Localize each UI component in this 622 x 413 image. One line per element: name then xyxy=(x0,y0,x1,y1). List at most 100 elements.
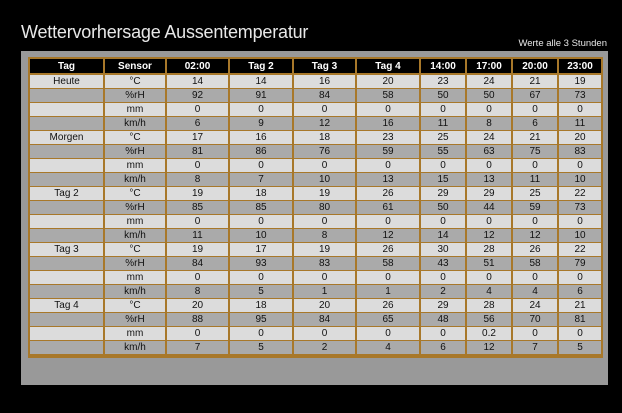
value-cell: 5 xyxy=(557,340,603,356)
value-cell: 0 xyxy=(228,270,294,285)
value-cell: 26 xyxy=(355,242,421,257)
value-cell: 0 xyxy=(165,326,230,341)
value-cell: 20 xyxy=(165,298,230,313)
value-cell: 88 xyxy=(165,312,230,327)
sensor-cell: %rH xyxy=(103,312,167,327)
value-cell: 21 xyxy=(511,73,559,89)
day-cell xyxy=(28,284,105,299)
value-cell: 0 xyxy=(465,158,513,173)
value-cell: 56 xyxy=(465,312,513,327)
value-cell: 0 xyxy=(292,158,357,173)
value-cell: 58 xyxy=(511,256,559,271)
day-cell: Morgen xyxy=(28,130,105,145)
table-row: km/h 11 10 8 12 14 12 12 10 xyxy=(28,228,603,243)
value-cell: 0.2 xyxy=(465,326,513,341)
value-cell: 16 xyxy=(292,73,357,89)
value-cell: 26 xyxy=(511,242,559,257)
day-cell xyxy=(28,102,105,117)
value-cell: 0 xyxy=(228,158,294,173)
table-row: km/h 7 5 2 4 6 12 7 5 xyxy=(28,340,603,356)
value-cell: 0 xyxy=(228,102,294,117)
value-cell: 11 xyxy=(419,116,467,131)
value-cell: 4 xyxy=(355,340,421,356)
value-cell: 0 xyxy=(557,270,603,285)
value-cell: 12 xyxy=(511,228,559,243)
sensor-cell: °C xyxy=(103,298,167,313)
day-cell xyxy=(28,214,105,229)
value-cell: 18 xyxy=(228,298,294,313)
value-cell: 0 xyxy=(165,270,230,285)
value-cell: 48 xyxy=(419,312,467,327)
value-cell: 19 xyxy=(165,186,230,201)
value-cell: 7 xyxy=(228,172,294,187)
table-row: Heute °C 14 14 16 20 23 24 21 19 xyxy=(28,73,603,89)
value-cell: 91 xyxy=(228,88,294,103)
value-cell: 0 xyxy=(465,102,513,117)
value-cell: 6 xyxy=(165,116,230,131)
value-cell: 23 xyxy=(419,73,467,89)
value-cell: 24 xyxy=(465,73,513,89)
sensor-cell: %rH xyxy=(103,88,167,103)
value-cell: 26 xyxy=(355,298,421,313)
value-cell: 0 xyxy=(355,270,421,285)
value-cell: 0 xyxy=(511,158,559,173)
value-cell: 5 xyxy=(228,340,294,356)
value-cell: 0 xyxy=(557,158,603,173)
value-cell: 0 xyxy=(419,158,467,173)
value-cell: 50 xyxy=(465,88,513,103)
day-cell xyxy=(28,200,105,215)
value-cell: 83 xyxy=(292,256,357,271)
value-cell: 73 xyxy=(557,200,603,215)
value-cell: 59 xyxy=(511,200,559,215)
value-cell: 70 xyxy=(511,312,559,327)
table-row: mm 0 0 0 0 0 0.2 0 0 xyxy=(28,326,603,341)
value-cell: 20 xyxy=(292,298,357,313)
value-cell: 73 xyxy=(557,88,603,103)
value-cell: 22 xyxy=(557,242,603,257)
value-cell: 24 xyxy=(511,298,559,313)
value-cell: 6 xyxy=(419,340,467,356)
value-cell: 0 xyxy=(557,102,603,117)
value-cell: 9 xyxy=(228,116,294,131)
value-cell: 84 xyxy=(292,88,357,103)
value-cell: 19 xyxy=(557,73,603,89)
sensor-cell: %rH xyxy=(103,144,167,159)
value-cell: 80 xyxy=(292,200,357,215)
value-cell: 0 xyxy=(465,270,513,285)
day-cell: Tag 2 xyxy=(28,186,105,201)
value-cell: 18 xyxy=(292,130,357,145)
value-cell: 13 xyxy=(355,172,421,187)
sensor-cell: mm xyxy=(103,102,167,117)
value-cell: 0 xyxy=(465,214,513,229)
value-cell: 86 xyxy=(228,144,294,159)
table-row: %rH 84 93 83 58 43 51 58 79 xyxy=(28,256,603,271)
value-cell: 0 xyxy=(557,326,603,341)
value-cell: 51 xyxy=(465,256,513,271)
value-cell: 10 xyxy=(292,172,357,187)
day-cell xyxy=(28,312,105,327)
sensor-cell: km/h xyxy=(103,172,167,187)
table-row: Tag 2 °C 19 18 19 26 29 29 25 22 xyxy=(28,186,603,201)
table-row: mm 0 0 0 0 0 0 0 0 xyxy=(28,270,603,285)
value-cell: 0 xyxy=(419,214,467,229)
table-row: km/h 8 7 10 13 15 13 11 10 xyxy=(28,172,603,187)
value-cell: 0 xyxy=(355,326,421,341)
table-row: km/h 8 5 1 1 2 4 4 6 xyxy=(28,284,603,299)
value-cell: 0 xyxy=(165,214,230,229)
value-cell: 17 xyxy=(165,130,230,145)
header-col-6: 17:00 xyxy=(465,57,513,75)
table-header-row: Tag Sensor 02:00 Tag 2 Tag 3 Tag 4 14:00… xyxy=(28,57,603,75)
sensor-cell: mm xyxy=(103,270,167,285)
value-cell: 95 xyxy=(228,312,294,327)
value-cell: 0 xyxy=(511,102,559,117)
value-cell: 5 xyxy=(228,284,294,299)
value-cell: 0 xyxy=(292,270,357,285)
day-cell xyxy=(28,172,105,187)
value-cell: 61 xyxy=(355,200,421,215)
value-cell: 0 xyxy=(292,326,357,341)
value-cell: 28 xyxy=(465,298,513,313)
header-col-1: 02:00 xyxy=(165,57,230,75)
header-col-2: Tag 2 xyxy=(228,57,294,75)
value-cell: 10 xyxy=(228,228,294,243)
header-col-3: Tag 3 xyxy=(292,57,357,75)
